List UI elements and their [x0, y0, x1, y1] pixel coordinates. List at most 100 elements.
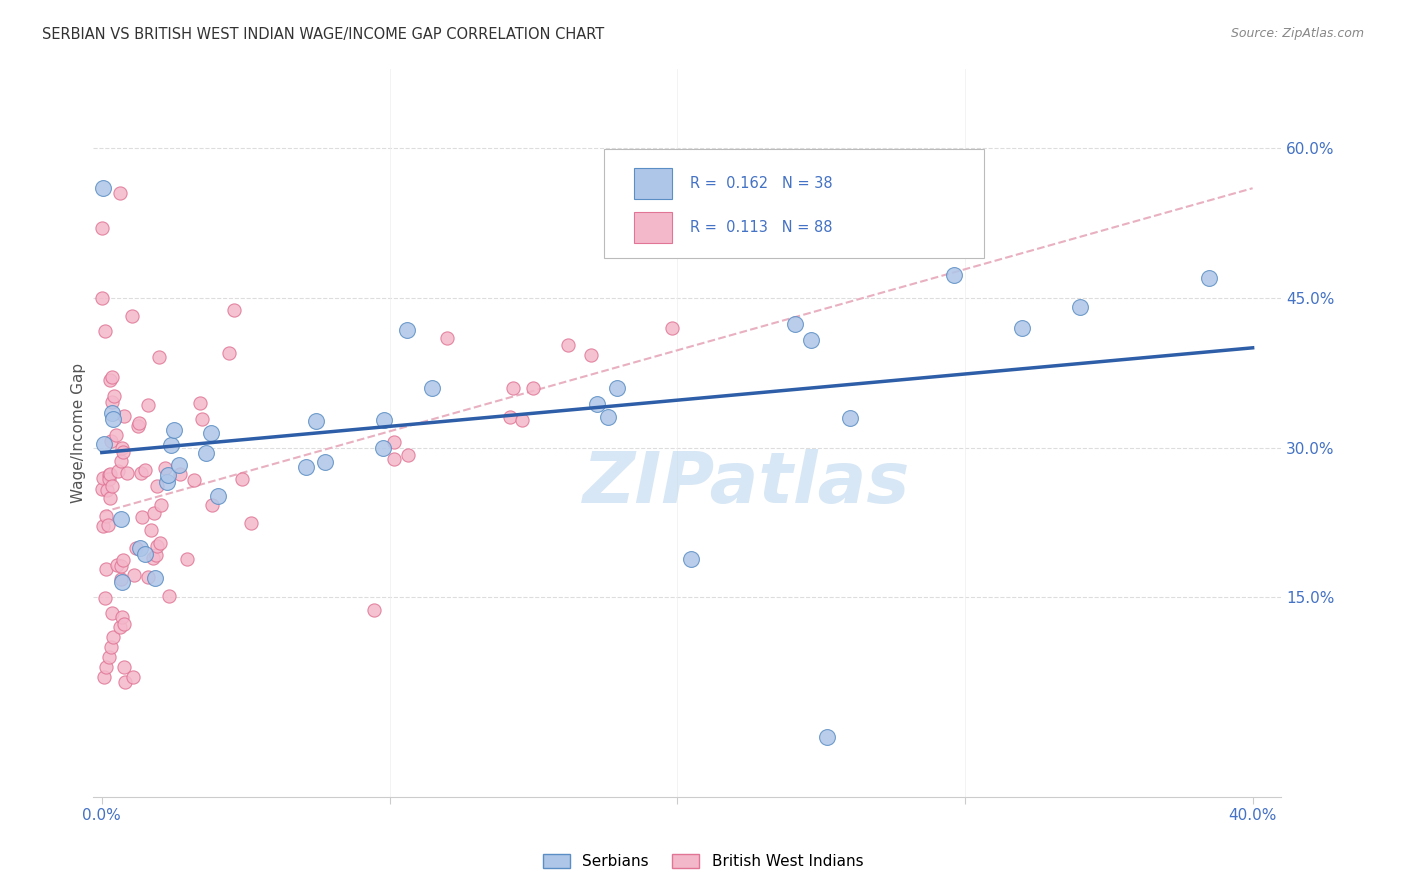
- Point: [188, 396, 211, 410]
- Point: [143, 571, 166, 585]
- Point: [91, 471, 114, 485]
- Text: R =  0.113   N = 88: R = 0.113 N = 88: [690, 219, 832, 235]
- Point: [96, 562, 118, 576]
- Point: [1069, 301, 1091, 315]
- Point: [190, 412, 212, 426]
- Point: [100, 640, 122, 654]
- Point: [149, 498, 172, 512]
- Point: [382, 434, 405, 449]
- Point: [121, 309, 143, 323]
- Point: [596, 410, 619, 425]
- FancyBboxPatch shape: [634, 169, 672, 199]
- Y-axis label: Wage/Income Gap: Wage/Income Gap: [72, 362, 86, 503]
- Point: [499, 409, 522, 424]
- Point: [93, 324, 115, 338]
- Point: [91, 482, 114, 496]
- Point: [224, 302, 246, 317]
- Point: [129, 466, 152, 480]
- Point: [586, 397, 609, 411]
- Point: [115, 466, 138, 480]
- Point: [231, 472, 253, 486]
- Point: [396, 448, 419, 462]
- Point: [305, 414, 328, 428]
- Point: [91, 181, 114, 195]
- Point: [200, 425, 222, 440]
- Point: [112, 617, 135, 632]
- Text: SERBIAN VS BRITISH WEST INDIAN WAGE/INCOME GAP CORRELATION CHART: SERBIAN VS BRITISH WEST INDIAN WAGE/INCO…: [42, 27, 605, 42]
- Point: [382, 451, 405, 466]
- Point: [314, 455, 336, 469]
- Point: [103, 389, 125, 403]
- Point: [579, 348, 602, 362]
- Point: [146, 479, 169, 493]
- Point: [127, 418, 149, 433]
- Point: [98, 374, 121, 388]
- Point: [522, 381, 544, 395]
- Point: [240, 516, 263, 530]
- Point: [169, 458, 191, 472]
- Point: [606, 381, 628, 395]
- Point: [136, 398, 159, 412]
- Point: [800, 333, 823, 347]
- Point: [111, 575, 134, 590]
- Point: [91, 518, 114, 533]
- Point: [681, 552, 703, 566]
- Point: [146, 540, 169, 554]
- Point: [194, 446, 217, 460]
- Point: [815, 730, 838, 744]
- Point: [97, 472, 120, 486]
- FancyBboxPatch shape: [634, 212, 672, 243]
- Point: [502, 381, 524, 395]
- Point: [101, 479, 124, 493]
- Text: Source: ZipAtlas.com: Source: ZipAtlas.com: [1230, 27, 1364, 40]
- Point: [783, 318, 806, 332]
- Point: [218, 346, 240, 360]
- Point: [108, 620, 131, 634]
- Point: [101, 630, 124, 644]
- Point: [97, 517, 120, 532]
- Point: [512, 413, 534, 427]
- Point: [100, 406, 122, 420]
- Point: [142, 550, 165, 565]
- Point: [128, 416, 150, 430]
- Point: [609, 239, 631, 253]
- Point: [159, 438, 181, 452]
- Point: [201, 498, 224, 512]
- Point: [100, 607, 122, 621]
- Point: [94, 508, 117, 523]
- Point: [295, 459, 318, 474]
- Point: [98, 650, 121, 665]
- Point: [207, 489, 229, 503]
- Point: [942, 268, 965, 282]
- Point: [183, 473, 205, 487]
- Point: [838, 410, 860, 425]
- Point: [97, 467, 120, 482]
- Point: [134, 547, 156, 561]
- Point: [436, 331, 458, 345]
- Point: [110, 512, 132, 526]
- Point: [661, 321, 683, 335]
- Point: [1011, 321, 1033, 335]
- Point: [124, 567, 146, 582]
- Point: [134, 463, 156, 477]
- Point: [155, 461, 177, 475]
- Legend: Serbians, British West Indians: Serbians, British West Indians: [537, 848, 869, 875]
- Point: [90, 291, 112, 305]
- Point: [98, 491, 121, 505]
- Text: R =  0.162   N = 38: R = 0.162 N = 38: [690, 176, 832, 191]
- Point: [557, 338, 579, 352]
- Point: [859, 212, 882, 227]
- Point: [129, 541, 152, 555]
- Point: [395, 323, 418, 337]
- Point: [105, 428, 128, 442]
- Point: [112, 660, 135, 674]
- Point: [101, 395, 124, 409]
- Point: [122, 670, 145, 684]
- Point: [93, 437, 115, 451]
- Point: [114, 675, 136, 690]
- Point: [107, 464, 129, 478]
- Point: [157, 589, 180, 603]
- Point: [93, 670, 115, 684]
- Point: [1198, 271, 1220, 285]
- Point: [110, 186, 132, 200]
